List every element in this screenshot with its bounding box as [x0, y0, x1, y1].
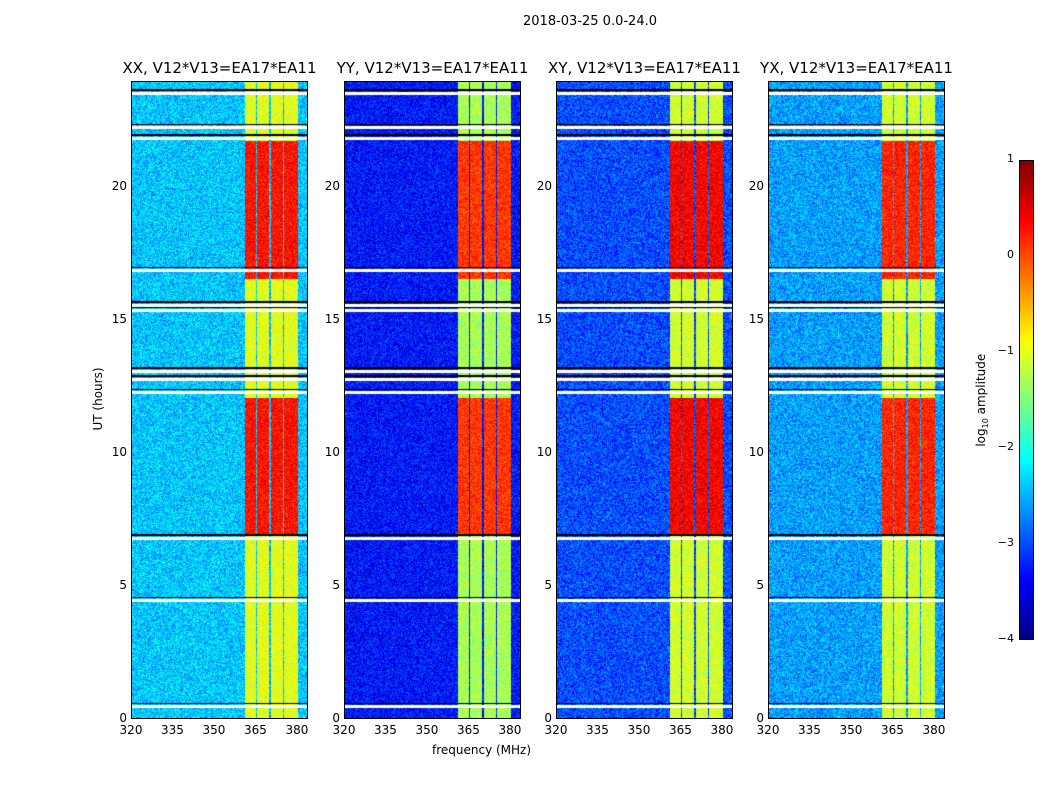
- x-tick-label: 365: [881, 723, 904, 737]
- y-tick-label: 20: [536, 179, 552, 194]
- y-tick-label: 10: [748, 445, 764, 460]
- panel-title: XY, V12*V13=EA17*EA11: [548, 59, 741, 77]
- x-tick-label: 380: [922, 723, 946, 737]
- y-tick-label: 10: [536, 445, 552, 460]
- x-tick-label: 320: [544, 723, 568, 737]
- x-tick-label: 335: [798, 723, 821, 737]
- panel-title: YX, V12*V13=EA17*EA11: [760, 59, 953, 77]
- figure-title: 2018-03-25 0.0-24.0: [523, 14, 657, 29]
- x-tick-label: 365: [244, 723, 267, 737]
- y-axis-label: UT (hours): [91, 367, 105, 431]
- x-tick-label: 335: [374, 723, 397, 737]
- heatmap-panel: [344, 81, 521, 719]
- y-tick-label: 5: [756, 578, 764, 593]
- x-tick-label: 335: [586, 723, 609, 737]
- y-tick-label: 5: [544, 578, 552, 593]
- y-tick-label: 0: [332, 711, 340, 725]
- y-tick-label: 0: [544, 711, 552, 725]
- x-tick-label: 320: [119, 723, 143, 737]
- x-tick-label: 350: [202, 723, 226, 737]
- heatmap-image: [132, 82, 307, 718]
- y-tick-label: 0: [119, 711, 127, 725]
- y-tick-label: 15: [324, 312, 340, 327]
- heatmap-panel: [556, 81, 733, 719]
- y-tick-label: 20: [111, 179, 127, 194]
- y-tick-label: 20: [748, 179, 764, 194]
- x-tick-label: 365: [457, 723, 480, 737]
- y-tick-label: 15: [536, 312, 552, 327]
- x-tick-label: 380: [710, 723, 734, 737]
- y-tick-label: 5: [332, 578, 340, 593]
- heatmap-image: [557, 82, 732, 718]
- x-tick-label: 320: [756, 723, 780, 737]
- panel-title: XX, V12*V13=EA17*EA11: [122, 59, 317, 77]
- x-tick-label: 320: [332, 723, 356, 737]
- y-tick-label: 0: [756, 711, 764, 725]
- heatmap-panel: [768, 81, 945, 719]
- x-tick-label: 350: [839, 723, 863, 737]
- x-tick-label: 350: [627, 723, 651, 737]
- y-tick-label: 10: [111, 445, 127, 460]
- y-tick-label: 5: [119, 578, 127, 593]
- heatmap-image: [345, 82, 520, 718]
- heatmap-image: [769, 82, 944, 718]
- y-tick-label: 15: [111, 312, 127, 327]
- x-tick-label: 350: [415, 723, 439, 737]
- y-tick-label: 10: [324, 445, 340, 460]
- colorbar-tick-label: −4: [997, 632, 1014, 645]
- colorbar-tick-label: −3: [997, 536, 1014, 549]
- panel-title: YY, V12*V13=EA17*EA11: [336, 59, 529, 77]
- y-tick-label: 20: [324, 179, 340, 194]
- colorbar: [1019, 160, 1034, 640]
- x-axis-label: frequency (MHz): [432, 743, 532, 757]
- colorbar-label: log10 amplitude: [973, 353, 991, 447]
- colorbar-tick-label: 0: [1007, 248, 1014, 261]
- y-tick-label: 15: [748, 312, 764, 327]
- x-tick-label: 365: [669, 723, 692, 737]
- colorbar-tick-label: −1: [997, 344, 1014, 357]
- x-tick-label: 380: [285, 723, 309, 737]
- colorbar-tick-label: −2: [997, 440, 1014, 453]
- x-tick-label: 380: [498, 723, 522, 737]
- heatmap-panel: [131, 81, 308, 719]
- colorbar-tick-label: 1: [1007, 152, 1014, 165]
- x-tick-label: 335: [161, 723, 184, 737]
